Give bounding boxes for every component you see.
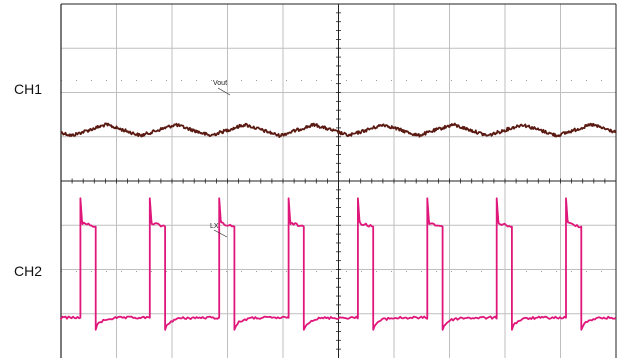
plot-frame bbox=[60, 3, 617, 358]
ch2-trace bbox=[60, 197, 617, 331]
ch1-trace bbox=[60, 122, 617, 138]
ch1-probe-label: Vout bbox=[213, 80, 227, 87]
waveforms bbox=[60, 87, 617, 331]
ch2-probe-pointer bbox=[213, 229, 228, 238]
ch2-probe-label: LX bbox=[210, 223, 219, 230]
ch1-label: CH1 bbox=[14, 81, 42, 97]
ch1-probe-pointer bbox=[217, 87, 231, 96]
ch2-label: CH2 bbox=[14, 263, 42, 279]
